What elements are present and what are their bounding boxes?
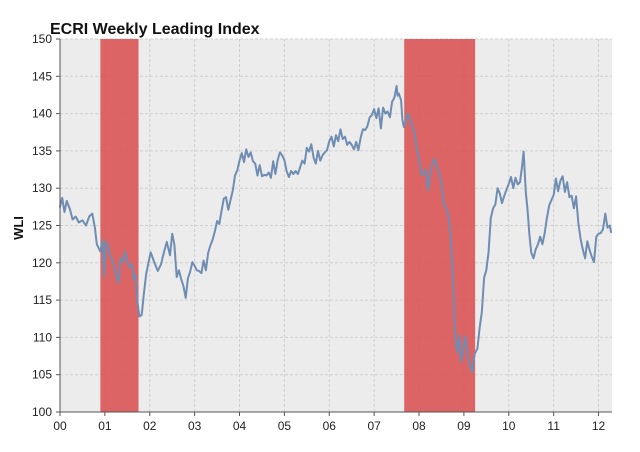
chart-title: ECRI Weekly Leading Index bbox=[50, 21, 260, 38]
x-tick-label: 00 bbox=[53, 419, 67, 433]
x-tick-label: 12 bbox=[592, 419, 606, 433]
x-tick-label: 01 bbox=[98, 419, 112, 433]
y-tick-label: 145 bbox=[32, 69, 52, 83]
series-line-wli bbox=[59, 85, 613, 373]
recession-band bbox=[100, 39, 139, 412]
x-tick-label: 03 bbox=[188, 419, 202, 433]
y-axis-title: WLI bbox=[11, 216, 26, 240]
x-tick-label: 05 bbox=[278, 419, 292, 433]
y-tick-label: 115 bbox=[33, 293, 52, 307]
y-tick-label: 150 bbox=[32, 32, 52, 46]
x-tick-label: 06 bbox=[323, 419, 337, 433]
x-tick-label: 10 bbox=[502, 419, 516, 433]
y-tick-label: 105 bbox=[32, 368, 52, 382]
y-tick-label: 140 bbox=[32, 107, 52, 121]
x-tick-label: 07 bbox=[367, 419, 381, 433]
y-tick-label: 135 bbox=[32, 144, 52, 158]
y-tick-label: 100 bbox=[32, 405, 52, 419]
y-tick-label: 110 bbox=[33, 330, 52, 344]
plot-area: 100 105 110 115 120 125 130 135 140 145 150 00 01 02 0… bbox=[32, 32, 613, 433]
y-tick-label: 120 bbox=[32, 256, 52, 270]
x-tick-label: 02 bbox=[143, 419, 157, 433]
recession-band bbox=[404, 39, 476, 412]
x-tick-label: 08 bbox=[412, 419, 426, 433]
x-tick-label: 09 bbox=[457, 419, 471, 433]
y-tick-label: 130 bbox=[32, 181, 52, 195]
y-tick-label: 125 bbox=[32, 219, 52, 233]
x-tick-label: 04 bbox=[233, 419, 247, 433]
x-tick-label: 11 bbox=[547, 419, 560, 433]
